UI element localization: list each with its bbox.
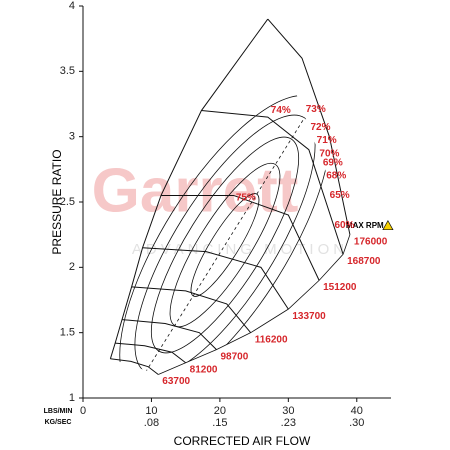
x-unit: LBS/MIN [44,408,73,415]
speed-label: 133700 [292,311,326,322]
efficiency-label: 73% [306,104,326,115]
efficiency-label: 75% [236,193,256,204]
efficiency-label: 65% [330,190,350,201]
surge-line [109,18,269,359]
x2-tick-label: .08 [144,417,159,429]
watermark-sub: ADVANCING MOTION [132,241,348,258]
watermark: Garrett [92,156,299,225]
speed-label: 63700 [162,376,190,387]
speed-label: 98700 [220,351,248,362]
x-tick-label: 10 [145,405,157,417]
y-tick-label: 1 [69,392,75,404]
speed-line [115,342,186,364]
speed-line [267,18,351,235]
speed-line [161,194,320,281]
efficiency-label: 69% [323,157,343,168]
speed-line [121,319,217,351]
x-tick-label: 20 [214,405,226,417]
warning-icon [382,219,394,231]
efficiency-label: 70% [319,148,339,159]
efficiency-label: 74% [271,105,291,116]
efficiency-label: 68% [326,171,346,182]
y-tick-label: 4 [69,0,75,12]
max-rpm-label: MAX RPM [346,221,384,230]
efficiency-label: 71% [317,135,337,146]
speed-line [201,110,344,255]
x2-tick-label: .23 [281,417,296,429]
speed-label: 116200 [255,334,288,345]
speed-line [142,247,289,310]
y-axis-title: PRESSURE RATIO [50,149,64,254]
x-axis-title: CORRECTED AIR FLOW [174,434,311,448]
choke-line [158,234,351,375]
speed-line [131,286,252,333]
x-tick-label: 30 [282,405,294,417]
y-tick-label: 2 [69,261,75,273]
x-tick-label: 0 [80,405,86,417]
y-tick-label: 3 [69,131,75,143]
x2-unit: KG/SEC [45,419,72,426]
y-tick-label: 3.5 [60,65,75,77]
efficiency-label: 72% [310,122,330,133]
y-tick-label: 2.5 [60,196,75,208]
speed-label: 176000 [354,236,388,247]
speed-label: 81200 [190,364,218,375]
y-tick-label: 1.5 [60,327,75,339]
x2-tick-label: .15 [212,417,227,429]
efficiency-label: 60% [334,220,354,231]
speed-label: 151200 [323,282,357,293]
x2-tick-label: .30 [349,417,364,429]
speed-label: 168700 [347,256,381,267]
speed-line [110,358,159,375]
x-tick-label: 40 [351,405,363,417]
